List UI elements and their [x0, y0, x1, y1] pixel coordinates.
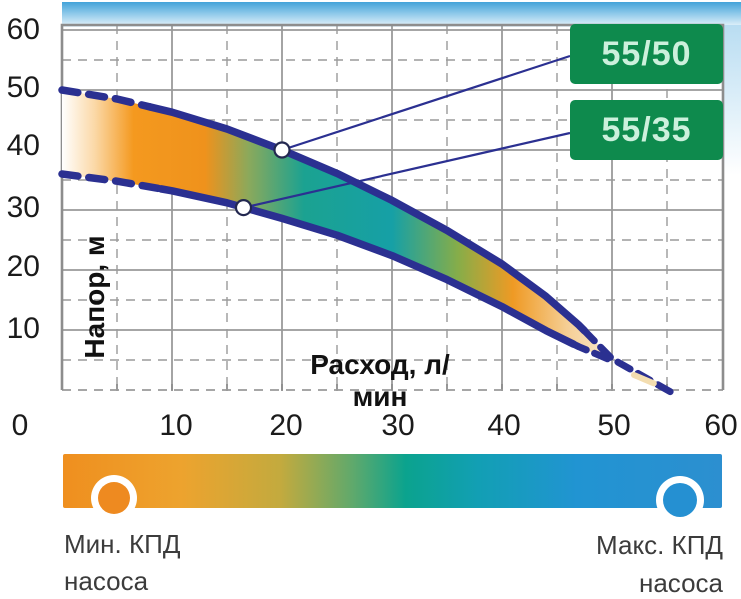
y-tick-label: 40	[6, 129, 40, 162]
min-efficiency-marker	[98, 482, 130, 514]
x-tick-label: 50	[597, 409, 631, 442]
sky-gradient-band	[62, 2, 741, 27]
x-axis-title: Расход, л/мин	[310, 349, 450, 412]
grid	[60, 23, 725, 391]
efficiency-gradient-bar	[63, 454, 722, 508]
x-tick-label: 30	[381, 409, 415, 442]
x-tick-label: 10	[159, 409, 193, 442]
max-efficiency-label-line2: насоса	[638, 568, 723, 598]
curve-55-35	[58, 170, 616, 365]
x-tick-label: 40	[487, 409, 521, 442]
operating-point-marker	[234, 199, 253, 217]
band-tip-dash	[631, 372, 657, 387]
model-label-55-35: 55/35	[570, 100, 723, 160]
min-efficiency-label-line2: насоса	[64, 566, 149, 596]
x-tick-label: 0	[11, 409, 29, 442]
y-tick-label: 50	[6, 71, 40, 104]
callout-line	[281, 54, 571, 152]
min-efficiency-label: Мин. КПД	[64, 529, 181, 559]
y-tick-label: 30	[6, 191, 40, 224]
x-tick-label: 20	[269, 409, 303, 442]
callout-line	[243, 131, 571, 209]
max-efficiency-marker	[663, 483, 697, 517]
max-efficiency-label: Макс. КПД	[596, 530, 723, 560]
y-tick-label: 60	[6, 13, 40, 46]
sky-right-strip	[724, 25, 741, 175]
y-axis-title: Напор, м	[79, 235, 110, 359]
y-tick-label: 10	[6, 312, 40, 345]
model-label-55-50: 55/50	[570, 24, 723, 84]
y-tick-label: 20	[6, 250, 40, 283]
operating-point-marker	[273, 141, 291, 159]
x-tick-label: 60	[704, 409, 738, 442]
